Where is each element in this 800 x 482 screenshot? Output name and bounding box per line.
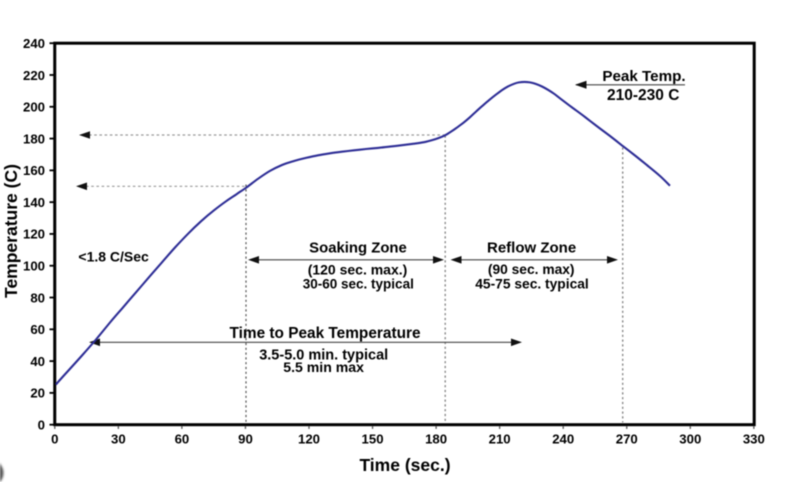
svg-text:40: 40 <box>30 354 45 369</box>
svg-text:45-75 sec. typical: 45-75 sec. typical <box>475 276 589 291</box>
svg-text:3.5-5.0 min. typical: 3.5-5.0 min. typical <box>259 348 388 364</box>
svg-text:20: 20 <box>30 386 45 401</box>
svg-text:(120 sec. max.): (120 sec. max.) <box>308 261 408 277</box>
svg-text:220: 220 <box>23 68 45 83</box>
svg-text:0: 0 <box>38 417 45 432</box>
svg-text:(90 sec. max): (90 sec. max) <box>488 262 575 277</box>
svg-text:160: 160 <box>23 163 45 178</box>
svg-text:150: 150 <box>362 432 384 447</box>
svg-text:80: 80 <box>30 290 45 305</box>
svg-text:120: 120 <box>23 227 45 242</box>
svg-text:60: 60 <box>175 432 190 447</box>
svg-text:0: 0 <box>51 432 58 447</box>
svg-text:240: 240 <box>23 36 45 51</box>
svg-text:90: 90 <box>238 432 253 447</box>
svg-text:270: 270 <box>616 432 638 447</box>
svg-text:200: 200 <box>23 100 45 115</box>
svg-text:210: 210 <box>489 432 511 447</box>
svg-text:60: 60 <box>30 322 45 337</box>
svg-text:30: 30 <box>111 432 126 447</box>
svg-text:Soaking Zone: Soaking Zone <box>309 240 407 256</box>
svg-text:210-230 C: 210-230 C <box>607 87 679 104</box>
svg-text:140: 140 <box>23 195 45 210</box>
svg-text:Peak Temp.: Peak Temp. <box>602 68 685 85</box>
svg-text:120: 120 <box>298 432 320 447</box>
svg-text:30-60 sec. typical: 30-60 sec. typical <box>303 276 414 291</box>
svg-text:180: 180 <box>425 432 447 447</box>
svg-text:Time (sec.): Time (sec.) <box>359 455 450 475</box>
svg-text:330: 330 <box>743 432 765 447</box>
svg-text:100: 100 <box>23 259 45 274</box>
svg-text:180: 180 <box>23 131 45 146</box>
svg-text:5.5 min max: 5.5 min max <box>283 359 364 375</box>
svg-text:300: 300 <box>679 432 701 447</box>
svg-text:Reflow Zone: Reflow Zone <box>487 239 576 256</box>
svg-text:Time to Peak Temperature: Time to Peak Temperature <box>229 325 420 342</box>
svg-text:<1.8 C/Sec: <1.8 C/Sec <box>78 248 149 264</box>
svg-text:240: 240 <box>552 432 574 447</box>
svg-text:Temperature (C): Temperature (C) <box>1 164 21 298</box>
